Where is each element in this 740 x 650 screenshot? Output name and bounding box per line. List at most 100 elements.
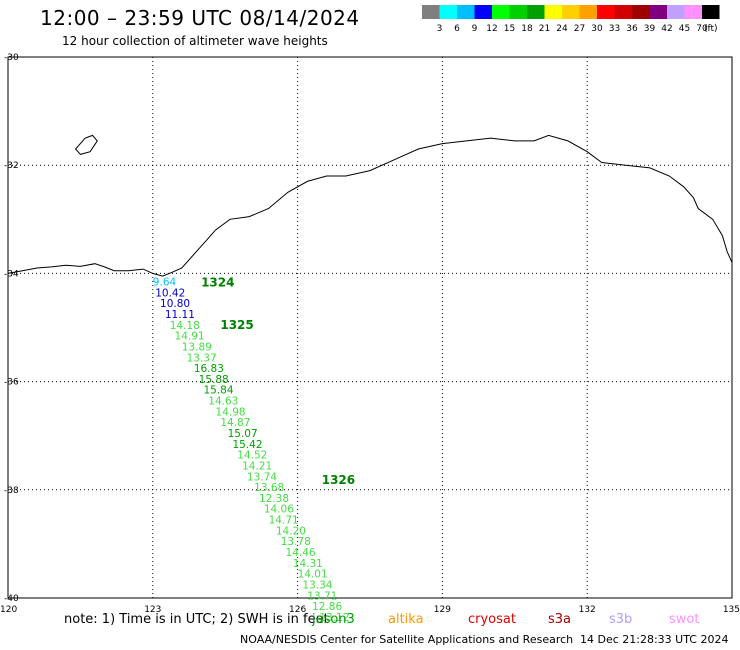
wave-height-label: 14.63: [208, 396, 238, 408]
wave-height-label: 14.21: [242, 460, 272, 472]
chart-subtitle: 12 hour collection of altimeter wave hei…: [62, 34, 328, 48]
legend-unit: (ft): [704, 24, 718, 34]
wave-height-label: 14.87: [220, 417, 250, 429]
lat-tick-label: -36: [4, 378, 19, 388]
legend-swatch: [614, 5, 632, 19]
pass-time-label: 1326: [322, 473, 355, 487]
legend-swatch: [474, 5, 492, 19]
legend-swatch: [597, 5, 615, 19]
credit-line: NOAA/NESDIS Center for Satellite Applica…: [240, 633, 574, 646]
lat-tick-label: -30: [4, 53, 19, 63]
legend-swatch: [632, 5, 650, 19]
lon-tick-label: 123: [144, 605, 161, 615]
legend-label: 6: [454, 24, 460, 34]
legend-label: 18: [521, 24, 533, 34]
wave-height-label: 13.78: [281, 536, 311, 548]
wave-height-label: 14.46: [286, 547, 316, 559]
legend-label: 42: [661, 24, 672, 34]
legend-swatch: [509, 5, 527, 19]
coastline-path: [7, 134, 733, 277]
wave-height-label: 14.20: [276, 525, 306, 537]
satellite-jason3: jason3: [312, 612, 355, 627]
satellite-swot: swot: [669, 612, 700, 627]
pass-time-label: 1324: [201, 276, 234, 290]
legend-swatch: [457, 5, 475, 19]
color-legend: 3 6 9 12 15 18 21 24 27 30 33 36 39 42 45 70(ft): [422, 5, 720, 34]
coastline: [7, 134, 733, 277]
lon-tick-label: 120: [0, 605, 17, 615]
wave-height-label: 13.89: [182, 341, 212, 353]
legend-swatch: [562, 5, 580, 19]
legend-swatch: [439, 5, 457, 19]
legend-label: 3: [437, 24, 443, 34]
wave-height-label: 13.74: [247, 471, 277, 483]
legend-swatch: [702, 5, 720, 19]
wave-height-label: 15.07: [228, 428, 258, 440]
wave-height-label: 14.52: [237, 450, 267, 462]
wave-height-label: 14.18: [170, 320, 200, 332]
satellite-s3b: s3b: [609, 612, 633, 627]
legend-label: 33: [609, 24, 620, 34]
lat-tick-label: -40: [4, 594, 19, 604]
lat-tick-label: -32: [4, 161, 19, 171]
wave-height-label: 13.12: [319, 612, 349, 624]
legend-swatch: [544, 5, 562, 19]
legend-label: 9: [472, 24, 478, 34]
note-text: note: 1) Time is in UTC; 2) SWH is in fe…: [64, 612, 329, 627]
wave-height-label: 14.31: [293, 558, 323, 570]
generated-timestamp: 14 Dec 21:28:33 UTC 2024: [580, 633, 729, 646]
pass-time-label: 1325: [220, 318, 253, 332]
grid: [8, 57, 732, 598]
island-outline: [74, 134, 98, 155]
wave-height-label: 13.68: [254, 482, 284, 494]
wave-height-label: 9.64: [153, 277, 177, 289]
legend-swatch: [492, 5, 510, 19]
satellite-altika: altika: [388, 612, 424, 627]
satellite-cryosat: cryosat: [468, 612, 516, 627]
legend-label: 21: [539, 24, 550, 34]
chart-title: 12:00 – 23:59 UTC 08/14/2024: [40, 6, 360, 30]
wave-height-label: 15.84: [203, 385, 233, 397]
wave-height-label: 10.80: [160, 298, 190, 310]
legend-label: 70: [696, 24, 708, 34]
wave-height-label: 14.06: [264, 504, 294, 516]
legend-swatch: [422, 5, 440, 19]
wave-height-label: 15.88: [199, 374, 229, 386]
lon-tick-label: 126: [289, 605, 306, 615]
wave-height-label: 15.42: [232, 439, 262, 451]
wave-height-label: 13.71: [307, 590, 337, 602]
wave-height-label: 13.37: [187, 352, 217, 364]
legend-swatch: [649, 5, 667, 19]
wave-height-label: 12.38: [259, 493, 289, 505]
legend-label: 36: [626, 24, 638, 34]
lon-tick-label: 135: [723, 605, 740, 615]
lat-tick-label: -34: [4, 269, 19, 279]
satellite-s3a: s3a: [548, 612, 572, 627]
legend-label: 24: [556, 24, 568, 34]
wave-height-label: 16.83: [194, 363, 224, 375]
legend-label: 45: [679, 24, 690, 34]
legend-label: 30: [591, 24, 603, 34]
map-border: [7, 56, 733, 599]
wave-height-label: 13.34: [302, 579, 332, 591]
wave-height-label: 14.01: [298, 569, 328, 581]
legend-label: 39: [644, 24, 656, 34]
axis-labels: 120 123 126 129 132 135 -30 -32 -34 -36 -38 -40: [0, 53, 740, 615]
wave-height-label: 14.71: [269, 515, 299, 527]
wave-height-label: 14.98: [216, 406, 246, 418]
legend-swatch: [527, 5, 545, 19]
wave-height-label: 10.42: [155, 287, 185, 299]
legend-swatch: [579, 5, 597, 19]
lat-tick-label: -38: [4, 486, 19, 496]
wave-height-label: 12.86: [312, 601, 342, 613]
track-labels: 9.6410.4210.8011.1114.1814.9113.8913.371…: [153, 276, 355, 624]
lon-tick-label: 129: [434, 605, 451, 615]
lon-tick-label: 132: [579, 605, 596, 615]
legend-label: 12: [486, 24, 497, 34]
legend-swatch: [684, 5, 702, 19]
legend-label: 15: [504, 24, 515, 34]
wave-height-label: 14.91: [175, 331, 205, 343]
legend-swatch: [667, 5, 685, 19]
map-frame: [7, 56, 733, 599]
